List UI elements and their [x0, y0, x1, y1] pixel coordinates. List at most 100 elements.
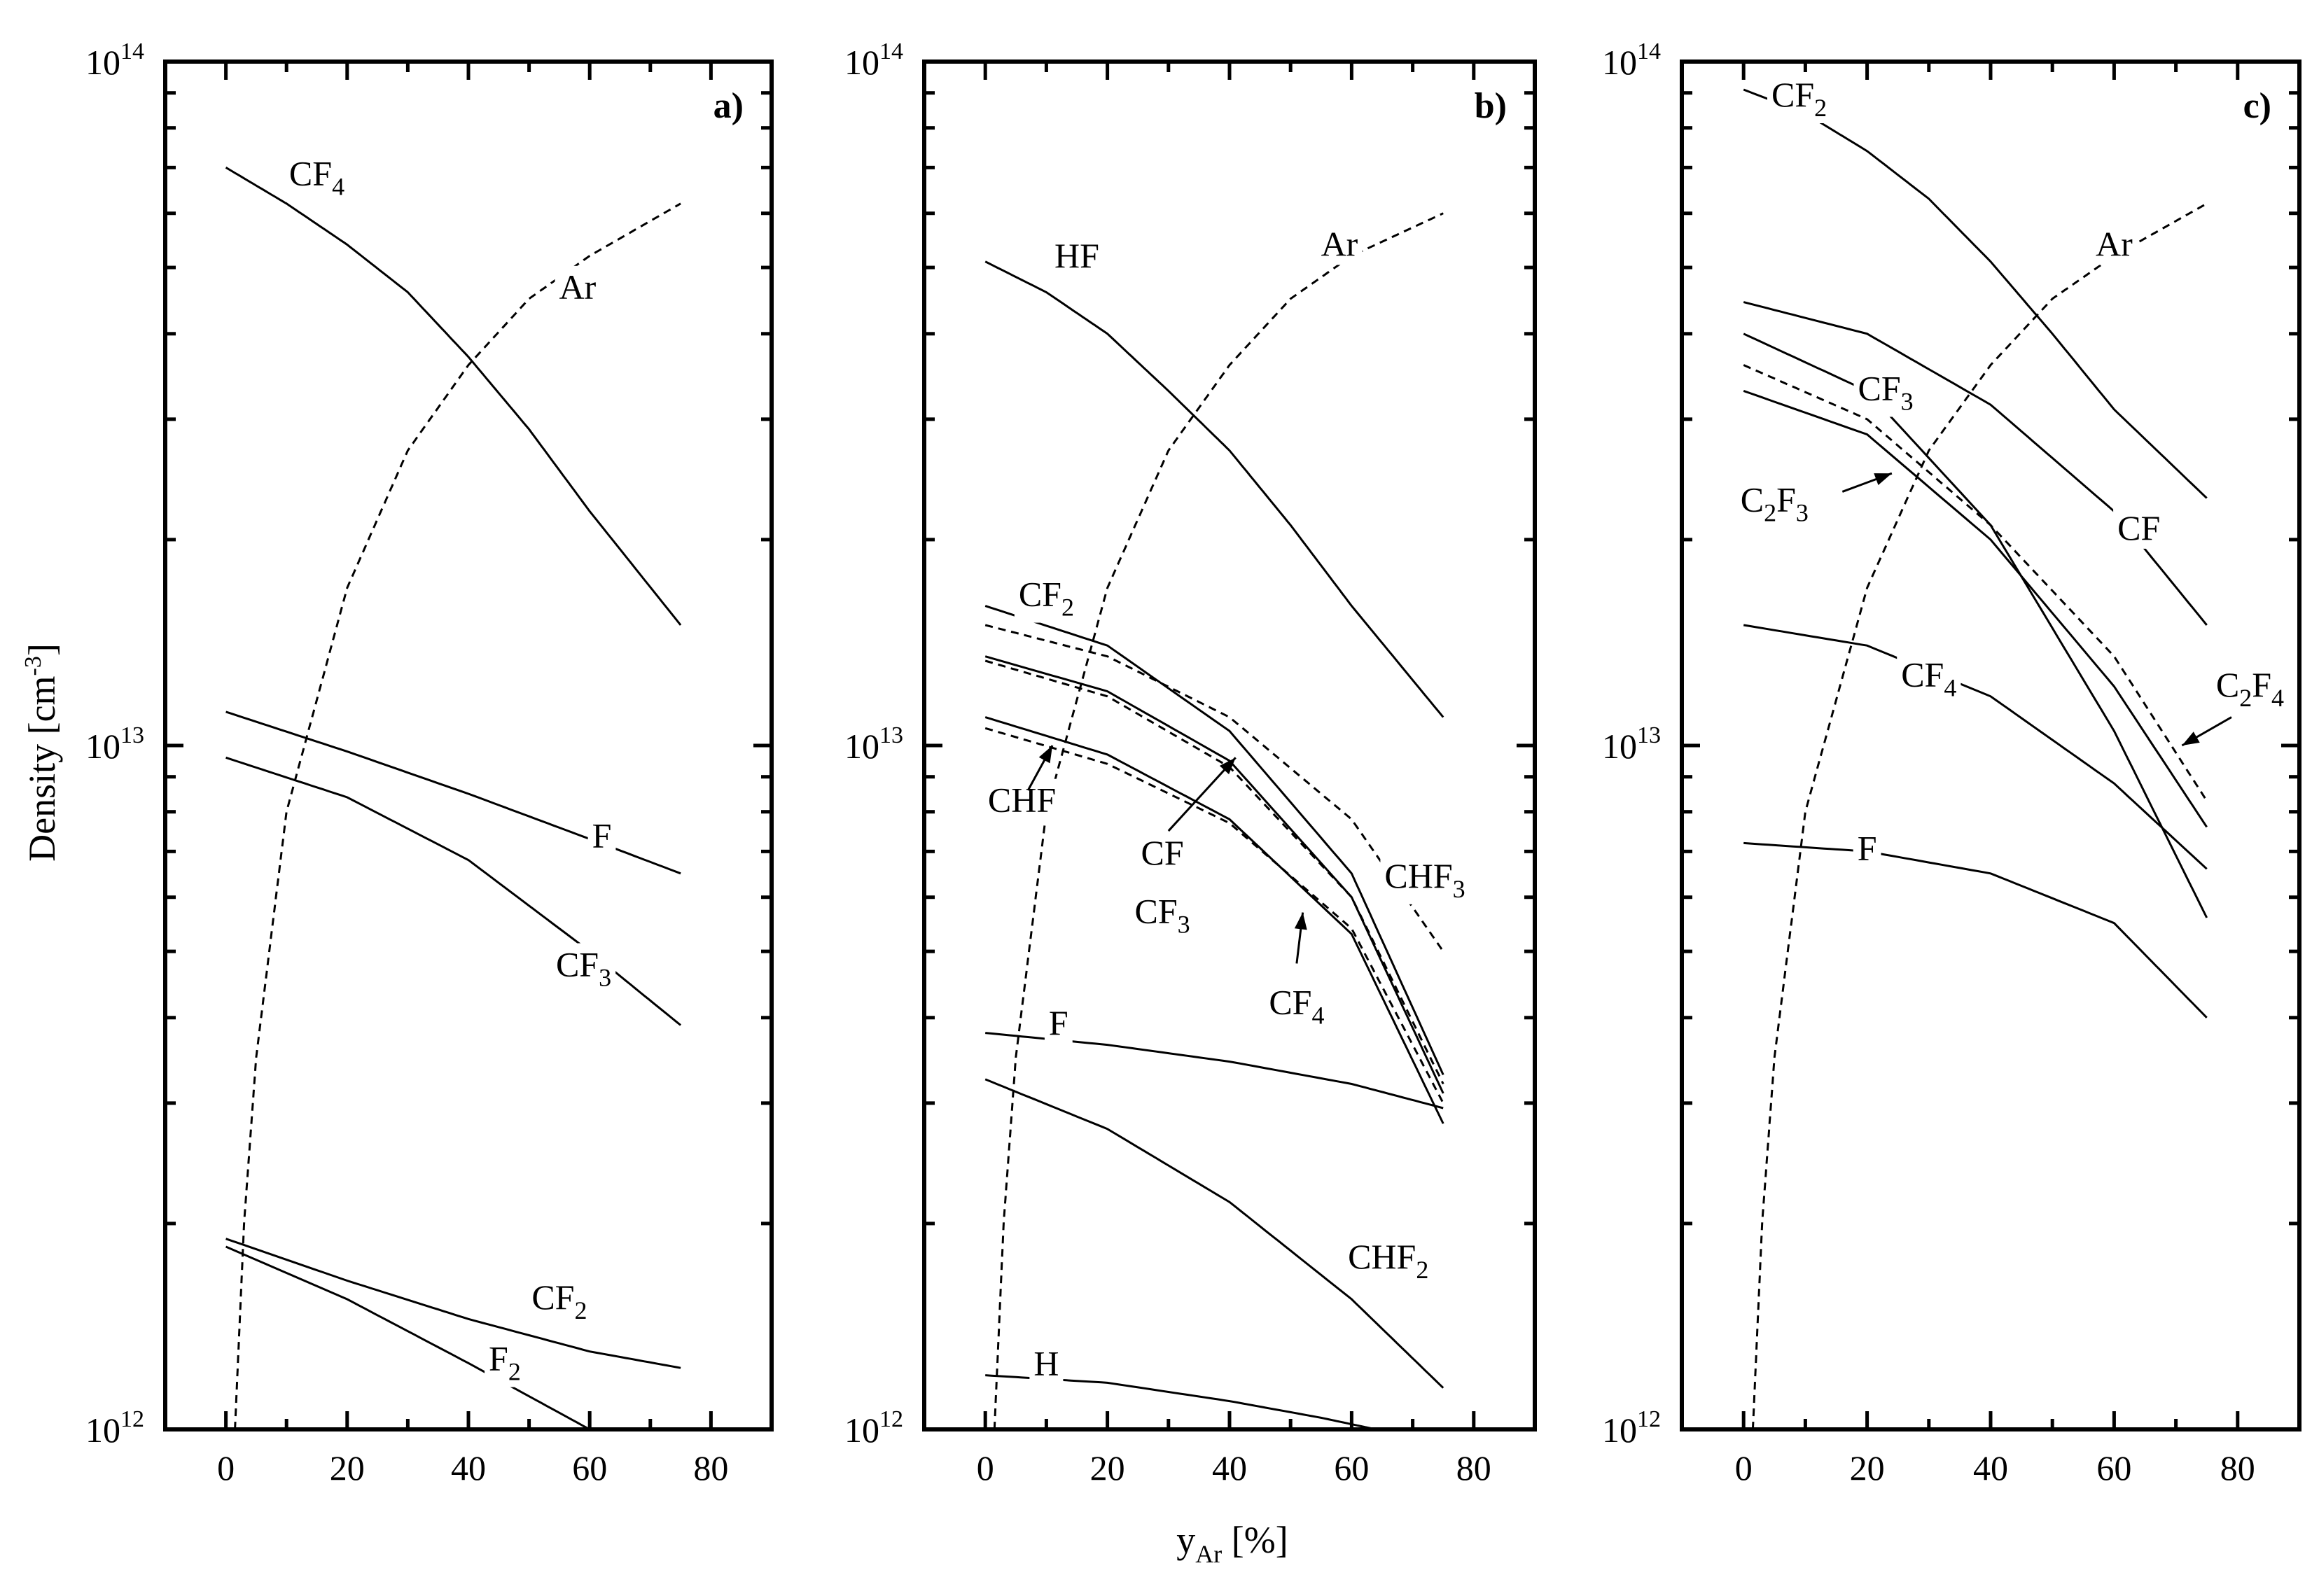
y-tick-label-exp: 13 — [1637, 722, 1661, 748]
series-label-name: Ar — [1321, 224, 1358, 263]
series-label: CHF3 — [1384, 856, 1465, 903]
series-line-cf3 — [1743, 332, 2208, 918]
x-tick-label: 20 — [330, 1448, 365, 1488]
series-label-extra: F — [2252, 665, 2271, 704]
series-label: CHF2 — [1348, 1237, 1428, 1284]
series-label: Ar — [559, 267, 596, 307]
y-tick-label: 1012 — [1602, 1406, 1661, 1450]
series-label-name: H — [1033, 1344, 1059, 1383]
series-label-bg — [1344, 1235, 1433, 1285]
series-label-name: CF — [2117, 508, 2160, 547]
panel-frame — [922, 59, 1537, 1432]
series-label-sub: 4 — [332, 172, 344, 200]
series-label-bg — [2211, 663, 2289, 713]
series-label-name: Ar — [2096, 224, 2133, 263]
series-line-cf3 — [225, 756, 682, 1026]
series-label-bg — [1044, 1001, 1073, 1044]
series-label-name: CF — [1269, 983, 1311, 1022]
series-label-bg — [485, 1337, 525, 1387]
series-label-bg — [1130, 890, 1195, 940]
y-tick-label-base: 10 — [85, 1410, 120, 1450]
y-tick-label: 1012 — [844, 1406, 903, 1450]
series-line-cf4 — [225, 167, 682, 626]
series-label-extra-sub: 3 — [1796, 498, 1809, 526]
series-label-name: CF — [1901, 655, 1944, 694]
y-axis-title: Density [cm-3] — [20, 643, 63, 862]
y-axis-title-text: Density [cm — [21, 676, 63, 861]
series-label-sub: 4 — [1944, 674, 1956, 702]
x-axis-title-main: y — [1176, 1519, 1195, 1561]
series-label-bg — [983, 778, 1061, 821]
series-label-sub: 3 — [1901, 387, 1914, 415]
series-label: CF2 — [531, 1278, 587, 1324]
x-tick-label: 80 — [1456, 1448, 1491, 1488]
series-line-cf — [1743, 301, 2208, 626]
series-label-bg — [1853, 827, 1881, 869]
y-tick-label-base: 10 — [85, 43, 120, 82]
y-tick-label-exp: 12 — [120, 1406, 144, 1432]
x-tick-label: 60 — [572, 1448, 607, 1488]
series-line-cf4 — [1743, 624, 2208, 870]
series-label-sub: 2 — [1764, 498, 1776, 526]
series-label-name: CF — [1019, 575, 1061, 614]
panel-tag: c) — [2243, 86, 2271, 126]
series-label: C2F3 — [1741, 479, 1809, 526]
series-label-name: F — [1858, 829, 1877, 868]
y-tick-label-exp: 13 — [879, 722, 903, 748]
series-label-bg — [284, 152, 349, 202]
series-line-cf4 — [984, 727, 1444, 1104]
y-axis-title-end: ] — [21, 643, 63, 656]
series-label-bg — [1736, 478, 1813, 528]
series-label-name: CF — [1134, 892, 1177, 931]
x-tick-label: 40 — [1212, 1448, 1247, 1488]
series-label: F2 — [489, 1339, 521, 1386]
series-line-f — [1743, 841, 2208, 1018]
series-line-f — [985, 1032, 1444, 1110]
series-label-bg — [1897, 653, 1961, 704]
series-label: CF3 — [1858, 368, 1913, 415]
y-axis-title-exp: -3 — [20, 656, 46, 676]
y-tick-label: 1013 — [844, 722, 903, 766]
y-tick-label-base: 10 — [844, 1410, 879, 1450]
x-tick-label: 80 — [2220, 1448, 2255, 1488]
series-label-sub: 3 — [1178, 911, 1190, 939]
series-label-name: CF — [1858, 368, 1900, 407]
panel-tag: a) — [713, 86, 744, 126]
series-label-name: CF — [1771, 75, 1814, 114]
series-label-bg — [2113, 506, 2165, 549]
series-label: CF4 — [1901, 655, 1956, 702]
series-label: CF3 — [1134, 892, 1190, 939]
series-label-bg — [555, 265, 601, 308]
series-line-c2f4 — [1743, 364, 2208, 802]
y-tick-label-exp: 14 — [1637, 38, 1661, 64]
series-label: CHF — [988, 780, 1056, 820]
series-label-name: F — [592, 816, 612, 855]
panel-frame — [1680, 59, 2301, 1432]
y-tick-label: 1014 — [844, 38, 903, 82]
y-tick-label-exp: 12 — [1637, 1406, 1661, 1432]
series-label: HF — [1054, 236, 1099, 275]
x-axis-title: yAr [%] — [1176, 1519, 1288, 1568]
y-tick-label: 1014 — [1602, 38, 1661, 82]
label-arrowhead — [1294, 912, 1307, 930]
series-line-cf2 — [225, 1238, 681, 1369]
series-label-sub: 2 — [1061, 594, 1074, 622]
series-label: CF — [2117, 508, 2160, 547]
label-arrowhead — [1219, 757, 1236, 775]
x-tick-label: 20 — [1090, 1448, 1125, 1488]
series-label-bg — [1014, 573, 1078, 623]
y-tick-label-base: 10 — [1602, 1410, 1637, 1450]
series-label-name: CHF — [1348, 1237, 1416, 1276]
series-line-f2 — [225, 1245, 590, 1431]
series-label-bg — [1029, 1342, 1064, 1385]
series-label-name: HF — [1054, 236, 1099, 275]
series-label: CF4 — [289, 153, 344, 200]
x-tick-label: 0 — [1735, 1448, 1753, 1488]
series-label: CF4 — [1269, 983, 1324, 1030]
series-label-sub: 2 — [1814, 94, 1827, 122]
series-label-bg — [1767, 73, 1832, 123]
label-arrowhead — [1874, 473, 1892, 486]
x-tick-label: 60 — [1334, 1448, 1369, 1488]
series-line-chf — [984, 716, 1444, 1124]
